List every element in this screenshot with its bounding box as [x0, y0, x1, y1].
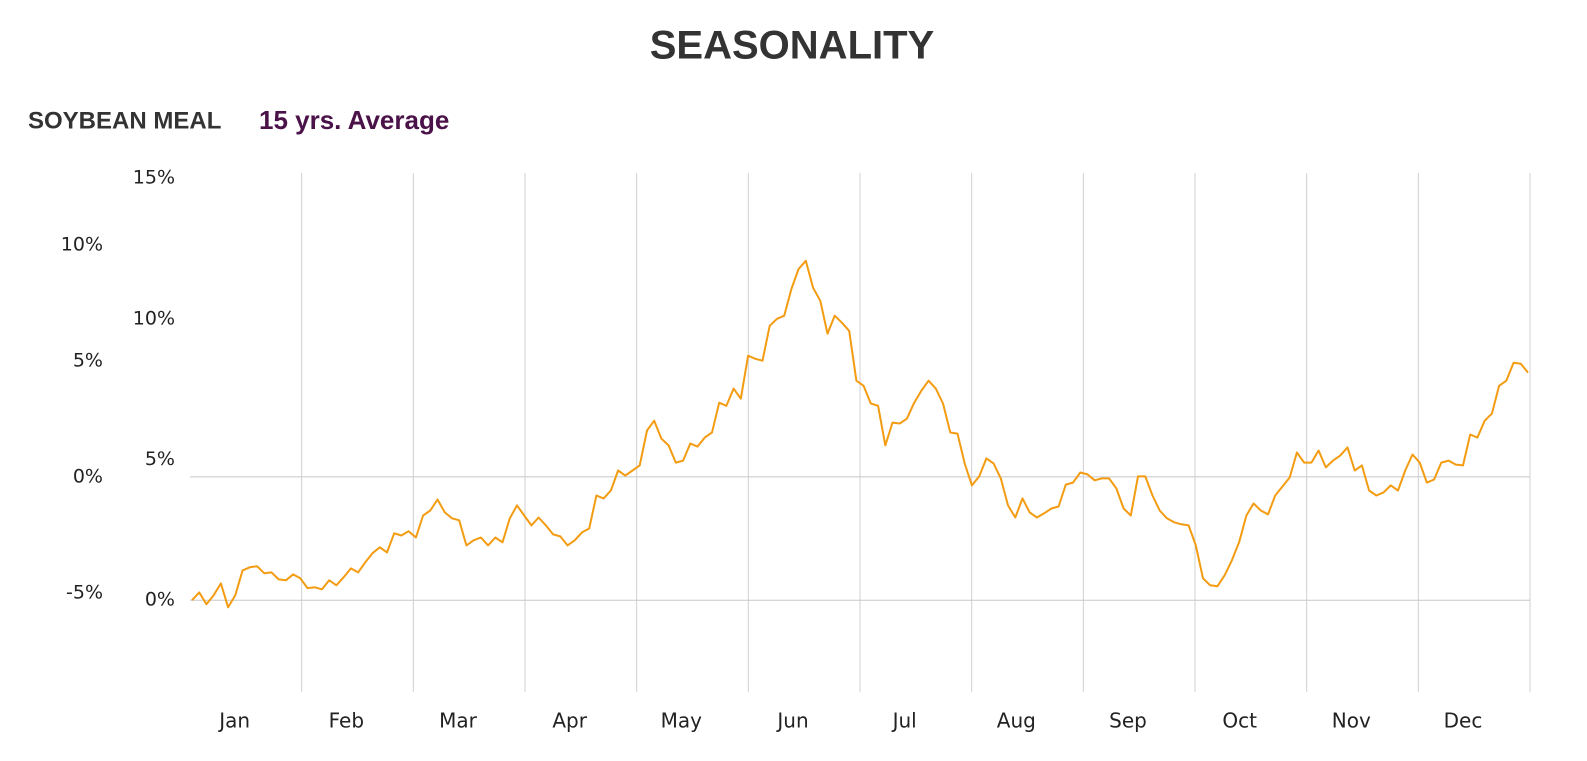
y-tick-label: 15% — [133, 167, 175, 189]
subtitle: SOYBEAN MEAL — [28, 107, 221, 134]
x-tick-label: Oct — [1222, 709, 1257, 733]
series-line — [191, 259, 1529, 609]
x-tick-label: Mar — [439, 709, 478, 733]
x-tick-label: Jun — [775, 709, 808, 733]
x-tick-label: May — [661, 709, 703, 733]
y2-tick-label: 5% — [73, 349, 103, 371]
x-tick-label: Aug — [997, 709, 1036, 733]
y-tick-label: 5% — [145, 448, 175, 470]
y2-tick-label: 0% — [73, 465, 103, 487]
y2-tick-label: 10% — [61, 233, 103, 255]
y2-tick-label: -5% — [66, 581, 103, 603]
x-tick-label: Dec — [1444, 709, 1483, 733]
chart-title: SEASONALITY — [650, 24, 935, 68]
y-tick-label: 10% — [133, 307, 175, 329]
x-tick-label: Sep — [1109, 709, 1147, 733]
legend-label: 15 yrs. Average — [259, 105, 449, 135]
x-tick-label: Feb — [329, 709, 364, 733]
x-tick-label: Nov — [1332, 709, 1371, 733]
x-tick-label: Apr — [552, 709, 587, 733]
y-tick-label: 0% — [145, 589, 175, 611]
x-tick-label: Jul — [891, 709, 917, 733]
x-tick-label: Jan — [217, 709, 250, 733]
